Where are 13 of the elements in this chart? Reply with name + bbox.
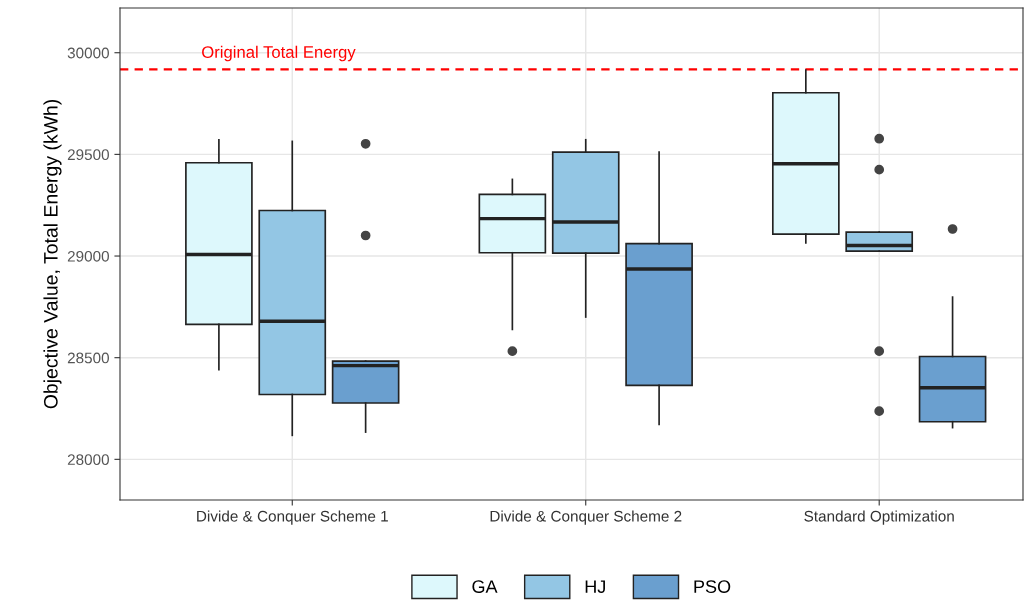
y-tick-label: 28500 — [67, 352, 109, 364]
x-tick-label: Divide & Conquer Scheme 2 — [490, 510, 682, 525]
y-tick-label: 29000 — [67, 250, 109, 262]
x-tick-label: Standard Optimization — [804, 510, 954, 525]
legend-label: HJ — [585, 580, 605, 593]
y-tick-label: 29500 — [67, 149, 109, 161]
legend-label: GA — [472, 580, 498, 593]
y-axis-title: Objective Value, Total Energy (kWh) — [43, 99, 62, 409]
legend-label: PSO — [694, 580, 731, 593]
ref-line-label: Original Total Energy — [202, 45, 356, 62]
y-tick-label: 28000 — [67, 454, 109, 466]
x-tick-label: Divide & Conquer Scheme 1 — [197, 510, 388, 525]
y-tick-label: 30000 — [67, 47, 109, 59]
